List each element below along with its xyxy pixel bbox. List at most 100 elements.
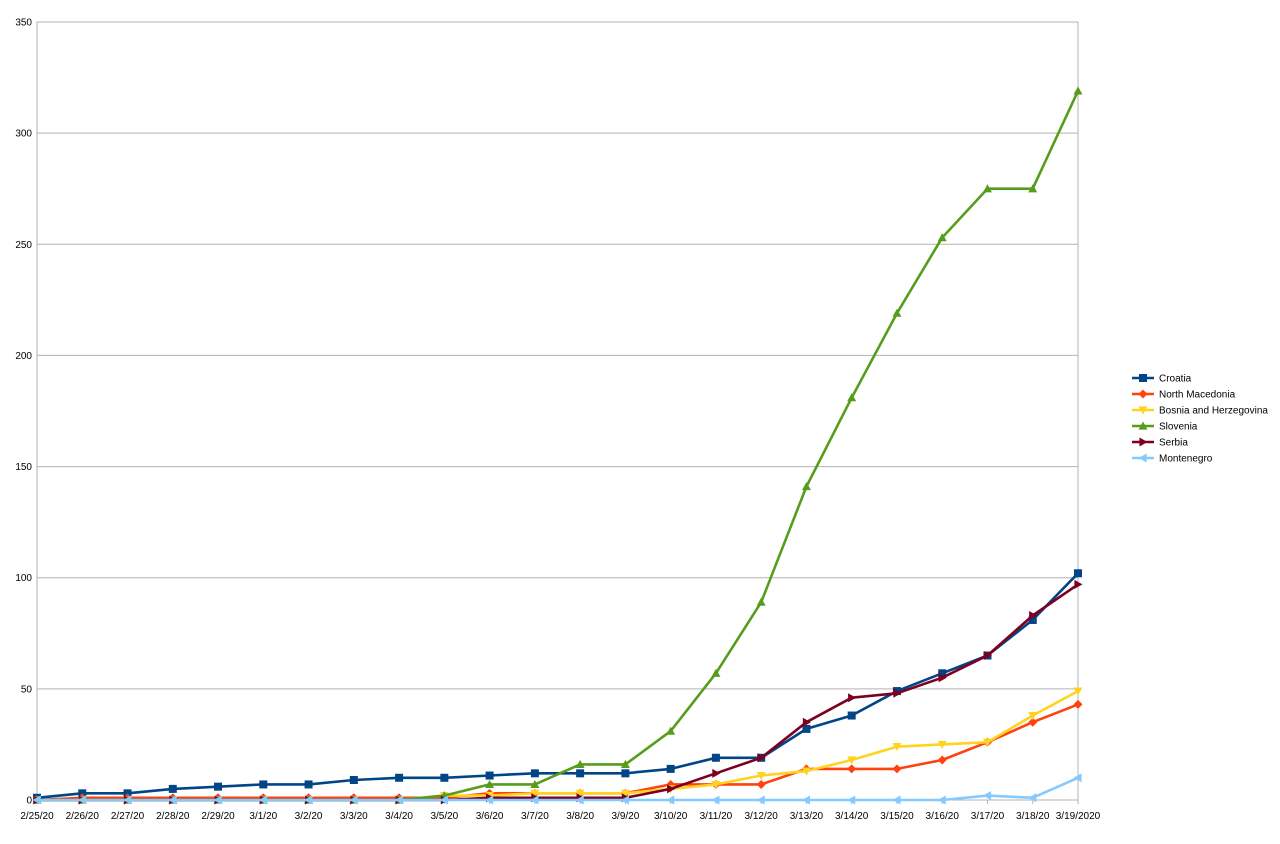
data-point <box>1028 793 1037 803</box>
data-point <box>756 771 766 781</box>
series-lines <box>32 86 1083 805</box>
data-point <box>892 308 902 317</box>
data-point <box>485 795 494 805</box>
series-line <box>36 703 1079 802</box>
x-tick-label: 3/15/20 <box>880 811 914 822</box>
x-tick-label: 2/25/20 <box>20 811 54 822</box>
data-point <box>575 789 585 798</box>
data-point <box>848 693 857 703</box>
data-point <box>756 795 765 805</box>
legend-swatch-marker <box>1138 421 1148 430</box>
data-point <box>712 768 721 778</box>
data-point <box>757 753 766 763</box>
series-line <box>37 776 1079 802</box>
data-point <box>667 784 676 794</box>
data-point <box>576 769 585 778</box>
data-point <box>620 789 630 798</box>
data-point <box>1074 579 1083 589</box>
data-point <box>801 767 811 776</box>
x-tick-label: 3/11/20 <box>700 811 733 822</box>
data-point <box>575 795 584 805</box>
x-tick-label: 3/17/20 <box>971 811 1005 822</box>
x-tick-label: 3/6/20 <box>476 811 504 822</box>
x-tick-label: 3/10/20 <box>654 811 688 822</box>
data-point <box>1029 611 1038 621</box>
legend-swatch-marker <box>1138 406 1148 415</box>
data-point <box>756 779 766 789</box>
series-group <box>33 569 1082 802</box>
data-point <box>1073 687 1083 696</box>
data-point <box>847 764 857 774</box>
data-point <box>1028 717 1038 727</box>
data-point <box>937 795 946 805</box>
legend-item: Serbia <box>1132 437 1188 449</box>
data-point <box>258 795 267 805</box>
legend-swatch-marker <box>1139 437 1148 447</box>
data-point <box>123 795 132 805</box>
data-point <box>1028 615 1037 624</box>
data-point <box>395 773 404 782</box>
data-point <box>711 668 721 677</box>
x-tick-label: 3/16/20 <box>926 811 960 822</box>
data-point <box>530 769 539 778</box>
y-tick-label: 50 <box>21 684 33 695</box>
x-tick-label: 2/26/20 <box>66 811 100 822</box>
data-point <box>259 780 268 789</box>
data-point <box>937 755 947 765</box>
data-point <box>485 771 494 780</box>
x-tick-label: 3/19/2020 <box>1056 811 1101 822</box>
data-point <box>847 393 857 402</box>
data-point <box>1073 86 1083 95</box>
series-line <box>37 689 1079 802</box>
y-tick-label: 250 <box>15 240 32 251</box>
legend-swatch-marker <box>1139 374 1147 382</box>
legend-label: North Macedonia <box>1159 390 1236 401</box>
data-point <box>666 726 676 735</box>
y-tick-label: 0 <box>26 796 32 807</box>
data-point <box>893 688 902 698</box>
data-point <box>982 738 992 747</box>
x-tick-label: 3/12/20 <box>744 811 778 822</box>
data-point <box>892 743 902 752</box>
data-point <box>847 756 857 765</box>
x-tick-label: 2/27/20 <box>111 811 145 822</box>
data-point <box>620 795 629 805</box>
data-point <box>394 795 403 805</box>
data-point <box>168 795 177 805</box>
plot-area-frame <box>36 21 1079 801</box>
data-point <box>847 795 856 805</box>
data-point <box>937 233 947 242</box>
legend-label: Slovenia <box>1159 422 1198 433</box>
data-point <box>937 740 947 749</box>
legend-label: Croatia <box>1159 374 1192 385</box>
data-point <box>666 795 675 805</box>
legend-item: Montenegro <box>1132 453 1213 465</box>
data-point <box>666 764 675 773</box>
y-tick-label: 200 <box>15 351 32 362</box>
gridlines <box>36 21 1079 801</box>
data-point <box>1073 773 1082 783</box>
legend-swatch-marker <box>1138 389 1148 399</box>
data-point <box>575 759 585 769</box>
y-tick-label: 150 <box>15 462 32 473</box>
data-point <box>711 753 720 762</box>
series-line <box>37 583 1079 802</box>
legend-swatch-marker <box>1138 453 1147 463</box>
data-point <box>349 795 358 805</box>
data-point <box>756 597 766 606</box>
legend-item: Slovenia <box>1132 421 1198 433</box>
data-point <box>711 795 720 805</box>
data-point <box>304 795 313 805</box>
data-point <box>982 184 992 193</box>
y-tick-label: 300 <box>15 129 32 140</box>
data-point <box>530 795 539 805</box>
legend: Croatia North Macedonia Bosnia and Herzego… <box>1132 374 1268 465</box>
data-point <box>892 795 901 805</box>
legend-label: Serbia <box>1159 438 1188 449</box>
data-point <box>802 724 811 733</box>
x-tick-label: 3/14/20 <box>835 811 869 822</box>
data-point <box>801 795 811 805</box>
data-point <box>983 651 992 661</box>
data-point <box>530 779 540 789</box>
